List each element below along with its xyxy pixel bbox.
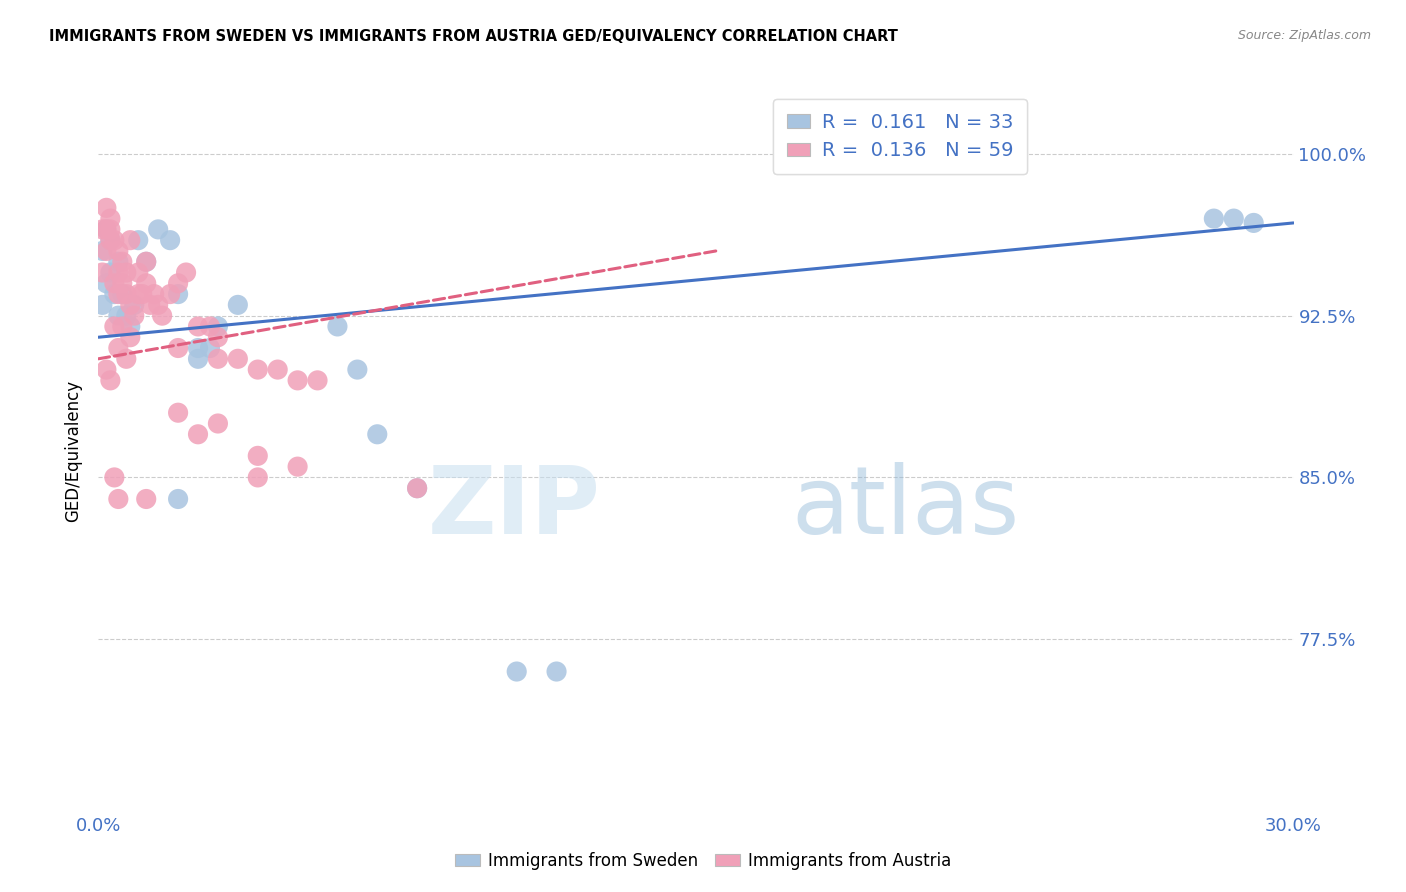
Text: ZIP: ZIP [427, 462, 600, 554]
Point [506, 665, 529, 679]
Point [127, 233, 149, 247]
Point [187, 351, 209, 366]
Point [120, 233, 142, 247]
Point [131, 287, 153, 301]
Point [307, 373, 329, 387]
Point [115, 266, 138, 280]
Point [98, 233, 122, 247]
Point [135, 277, 157, 291]
Point [96, 222, 118, 236]
Point [287, 459, 309, 474]
Point [107, 309, 129, 323]
Point [1223, 211, 1246, 226]
Text: atlas: atlas [792, 462, 1019, 554]
Point [103, 287, 125, 301]
Point [406, 481, 429, 495]
Point [98, 266, 122, 280]
Point [107, 341, 129, 355]
Point [111, 254, 134, 268]
Text: Source: ZipAtlas.com: Source: ZipAtlas.com [1237, 29, 1371, 43]
Point [139, 298, 162, 312]
Point [207, 319, 229, 334]
Point [167, 277, 190, 291]
Point [98, 211, 122, 226]
Point [198, 341, 221, 355]
Point [103, 470, 125, 484]
Point [96, 362, 118, 376]
Point [96, 222, 118, 236]
Point [167, 287, 190, 301]
Point [135, 254, 157, 268]
Point [96, 244, 118, 258]
Point [107, 244, 129, 258]
Point [1243, 216, 1265, 230]
Point [135, 491, 157, 506]
Point [107, 266, 129, 280]
Point [115, 287, 138, 301]
Legend: Immigrants from Sweden, Immigrants from Austria: Immigrants from Sweden, Immigrants from … [449, 846, 957, 877]
Point [107, 287, 129, 301]
Point [226, 351, 249, 366]
Point [246, 470, 269, 484]
Point [124, 309, 146, 323]
Point [91, 266, 114, 280]
Point [167, 491, 190, 506]
Point [187, 319, 209, 334]
Point [366, 427, 388, 442]
Point [120, 319, 142, 334]
Point [159, 287, 181, 301]
Point [150, 309, 173, 323]
Point [96, 277, 118, 291]
Point [107, 254, 129, 268]
Point [91, 298, 114, 312]
Point [120, 330, 142, 344]
Point [98, 373, 122, 387]
Point [111, 287, 134, 301]
Point [198, 319, 221, 334]
Point [107, 491, 129, 506]
Point [98, 222, 122, 236]
Point [103, 233, 125, 247]
Point [91, 222, 114, 236]
Point [115, 351, 138, 366]
Point [96, 201, 118, 215]
Point [115, 309, 138, 323]
Point [207, 417, 229, 431]
Point [98, 233, 122, 247]
Point [1202, 211, 1225, 226]
Point [111, 277, 134, 291]
Point [174, 266, 197, 280]
Point [187, 427, 209, 442]
Point [326, 319, 349, 334]
Point [187, 341, 209, 355]
Point [167, 341, 190, 355]
Point [159, 233, 181, 247]
Point [124, 298, 146, 312]
Point [287, 373, 309, 387]
Point [267, 362, 290, 376]
Point [148, 222, 170, 236]
Text: IMMIGRANTS FROM SWEDEN VS IMMIGRANTS FROM AUSTRIA GED/EQUIVALENCY CORRELATION CH: IMMIGRANTS FROM SWEDEN VS IMMIGRANTS FRO… [49, 29, 898, 45]
Point [120, 298, 142, 312]
Point [91, 244, 114, 258]
Y-axis label: GED/Equivalency: GED/Equivalency [65, 379, 83, 522]
Point [546, 665, 568, 679]
Point [103, 319, 125, 334]
Point [246, 449, 269, 463]
Point [135, 254, 157, 268]
Point [246, 362, 269, 376]
Point [127, 287, 149, 301]
Point [111, 319, 134, 334]
Point [226, 298, 249, 312]
Point [167, 406, 190, 420]
Point [148, 298, 170, 312]
Point [207, 351, 229, 366]
Point [406, 481, 429, 495]
Legend: R =  0.161   N = 33, R =  0.136   N = 59: R = 0.161 N = 33, R = 0.136 N = 59 [773, 99, 1026, 174]
Point [143, 287, 166, 301]
Point [127, 266, 149, 280]
Point [207, 330, 229, 344]
Point [346, 362, 368, 376]
Point [103, 277, 125, 291]
